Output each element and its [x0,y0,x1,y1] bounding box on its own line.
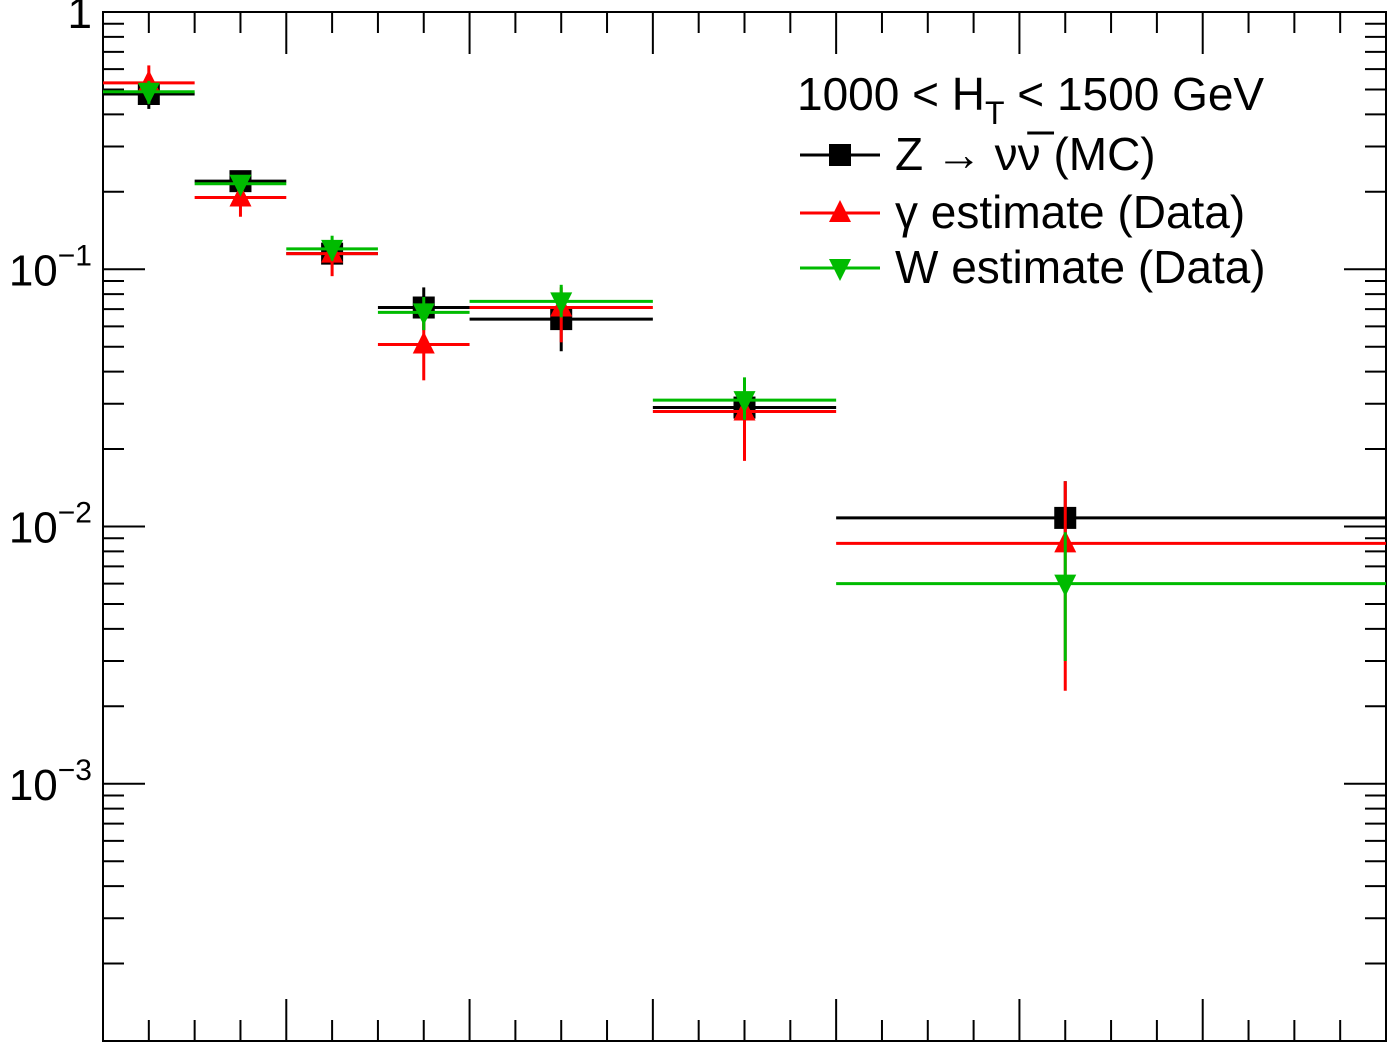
series-layer [103,65,1386,691]
legend-marker [829,259,851,281]
legend-label: γ estimate (Data) [895,186,1245,238]
series-0 [103,78,1386,545]
legend-title-sub: T [985,95,1005,131]
y-axis-ticks [103,11,1386,1042]
y-tick-label: 10−1 [9,239,92,295]
legend-entry-0: Z → νν̅ (MC) [800,128,1156,180]
series-2 [103,80,1386,662]
y-axis-tick-labels: 110−110−210−3 [9,0,92,810]
legend-marker [829,200,851,222]
data-point [412,303,435,326]
y-tick-label-exponent: −2 [58,497,92,530]
data-point [550,292,573,315]
data-point [412,331,435,354]
legend-entry-2: W estimate (Data) [800,241,1266,293]
x-axis-ticks [147,12,1342,1041]
legend-label: Z → νν̅ (MC) [895,128,1156,180]
y-tick-label: 10−3 [9,754,92,810]
legend-title-main: 1000 < H [797,68,985,120]
legend-marker [829,144,851,166]
data-point [229,174,252,197]
plot-frame [102,11,1387,1042]
data-point [1054,574,1077,597]
data-point [733,391,756,414]
y-tick-label-exponent: −3 [58,754,92,787]
legend-title: 1000 < HT < 1500 GeV [797,68,1264,131]
legend: 1000 < HT < 1500 GeV Z → νν̅ (MC) γ estim… [797,68,1266,293]
y-tick-label: 1 [68,0,92,38]
legend-label: W estimate (Data) [895,241,1266,293]
legend-entry-1: γ estimate (Data) [800,186,1245,238]
legend-entries: Z → νν̅ (MC) γ estimate (Data)W estimate … [800,128,1266,293]
y-tick-label-exponent: −1 [58,239,92,272]
data-point [321,239,344,262]
legend-title-rest: < 1500 GeV [1005,68,1265,120]
y-tick-label: 10−2 [9,497,92,553]
y-tick-label-base: 10 [9,761,58,810]
y-tick-label-base: 10 [9,504,58,553]
y-tick-label-base: 10 [9,246,58,295]
data-point [137,82,160,105]
